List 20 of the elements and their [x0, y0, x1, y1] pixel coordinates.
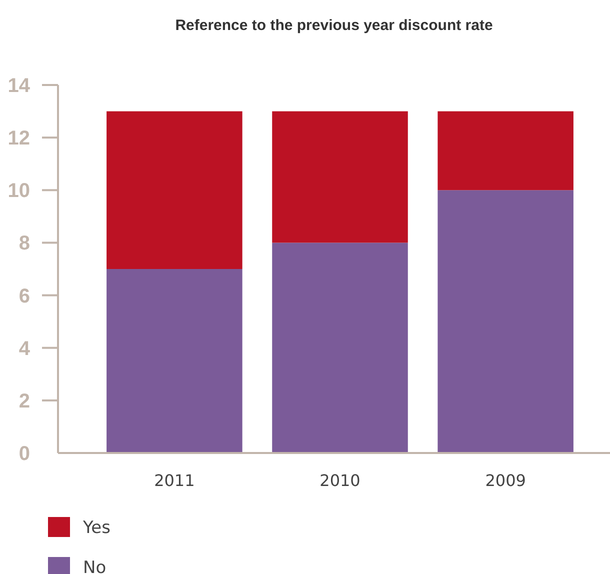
- y-tick-label: 4: [18, 338, 31, 360]
- x-tick-label: 2009: [485, 471, 526, 490]
- chart-title: Reference to the previous year discount rate: [175, 17, 493, 34]
- y-tick-label: 10: [8, 180, 30, 202]
- y-tick-label: 6: [18, 285, 30, 308]
- bar: [438, 111, 574, 190]
- y-tick-label: 12: [8, 128, 30, 150]
- y-tick-label: 2: [18, 390, 30, 412]
- legend-label: Yes: [82, 518, 111, 538]
- bar: [438, 190, 574, 453]
- bar: [106, 269, 242, 453]
- x-tick-label: 2011: [154, 471, 195, 490]
- y-tick-label: 8: [18, 232, 30, 255]
- bar: [106, 111, 242, 269]
- bar: [272, 242, 408, 453]
- y-tick-label: 14: [8, 75, 31, 97]
- y-tick-label: 0: [18, 443, 30, 465]
- x-tick-label: 2010: [320, 471, 360, 490]
- legend-label: No: [83, 558, 106, 574]
- bar: [272, 111, 408, 243]
